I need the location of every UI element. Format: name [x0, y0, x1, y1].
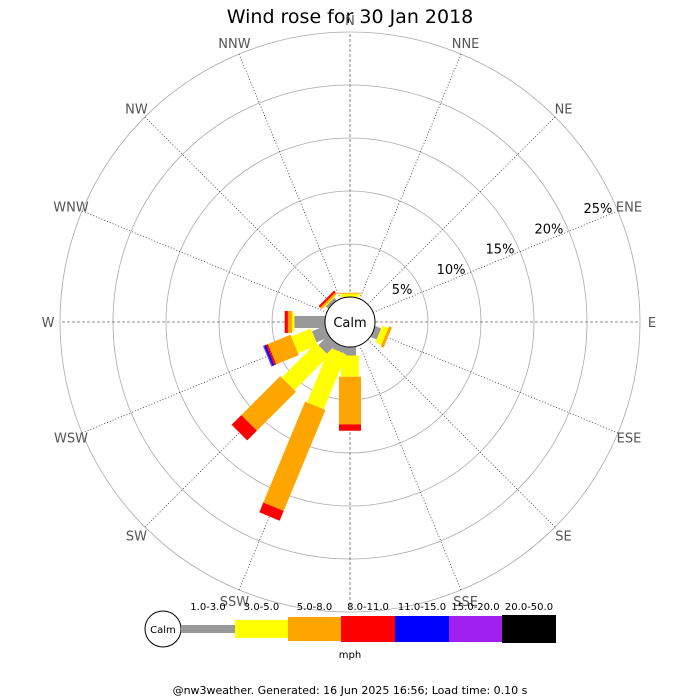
- bar-w-1.0-3.0: [294, 316, 325, 328]
- spoke-ese: [372, 331, 619, 434]
- percent-labels: 5% 10% 15% 20% 25%: [392, 202, 613, 298]
- percent-tick-label: 10%: [437, 263, 466, 278]
- direction-label-nnw: NNW: [218, 37, 250, 52]
- direction-label-sw: SW: [126, 530, 147, 545]
- legend-label-15.0-20.0: 15.0-20.0: [451, 602, 499, 613]
- bar-w-5.0-8.0: [287, 311, 293, 333]
- chart-title: Wind rose for 30 Jan 2018: [227, 6, 474, 28]
- bar-sw-5.0-8.0: [241, 376, 296, 431]
- spoke-nnw: [238, 53, 341, 300]
- legend-swatch-1.0-3.0: [181, 625, 235, 633]
- bar-ese-3.0-5.0: [375, 325, 389, 345]
- percent-tick-label: 5%: [392, 283, 413, 298]
- spoke-ene: [372, 210, 619, 313]
- legend-swatch-15.0-20.0: [449, 616, 502, 642]
- bar-w-3.0-5.0: [292, 313, 295, 331]
- bar-s-8.0-11.0: [339, 424, 361, 431]
- direction-label-e: E: [648, 316, 656, 331]
- bar-wsw-1.0-3.0: [311, 326, 330, 343]
- speed-legend: Calm 1.0-3.0 3.0-5.0 5.0-8.0 8.0-11.0 11.0-15…: [144, 602, 556, 661]
- direction-label-n: N: [345, 14, 355, 29]
- legend-label-20.0-50.0: 20.0-50.0: [505, 602, 553, 613]
- grid-ring: [59, 31, 641, 613]
- direction-label-se: SE: [555, 530, 571, 545]
- legend-swatch-20.0-50.0: [502, 615, 556, 643]
- direction-label-ne: NE: [555, 102, 573, 117]
- legend-calm-label: Calm: [150, 625, 176, 636]
- footer-text: @nw3weather. Generated: 16 Jun 2025 16:5…: [173, 684, 528, 697]
- direction-label-ssw: SSW: [220, 595, 250, 610]
- bar-wsw-8.0-11.0: [265, 344, 277, 366]
- bar-wsw-5.0-8.0: [267, 334, 299, 365]
- direction-label-w: W: [42, 316, 55, 331]
- legend-swatch-3.0-5.0: [235, 620, 288, 638]
- bar-ssw-8.0-11.0: [259, 502, 284, 521]
- bar-nw-8.0-11.0: [318, 290, 336, 308]
- bar-wsw-11.0-15.0: [263, 344, 275, 367]
- spoke-nw: [144, 116, 333, 305]
- direction-label-nne: NNE: [452, 37, 480, 52]
- spoke-sse: [359, 344, 462, 591]
- percent-tick-label: 15%: [486, 243, 515, 258]
- legend-label-8.0-11.0: 8.0-11.0: [347, 602, 389, 613]
- direction-labels: NNNENEENEEESESESSESSSWSWWSWWWNWNWNNW: [42, 14, 657, 633]
- bar-sw-8.0-11.0: [231, 415, 257, 441]
- bar-n-5.0-8.0: [339, 292, 361, 294]
- bar-sw-3.0-5.0: [281, 343, 329, 391]
- bar-nw-1.0-3.0: [325, 297, 337, 309]
- bar-ese-5.0-8.0: [380, 326, 392, 348]
- legend-swatch-8.0-11.0: [341, 616, 395, 642]
- percent-tick-label: 25%: [583, 202, 612, 217]
- spoke-se: [367, 339, 556, 528]
- direction-label-wnw: WNW: [53, 200, 89, 215]
- bar-ssw-1.0-3.0: [332, 342, 346, 354]
- bar-s-1.0-3.0: [344, 347, 356, 356]
- bar-nw-3.0-5.0: [323, 295, 337, 309]
- direction-label-ene: ENE: [616, 200, 642, 215]
- direction-label-ese: ESE: [617, 432, 642, 447]
- direction-label-nw: NW: [125, 102, 148, 117]
- legend-swatch-5.0-8.0: [288, 617, 341, 641]
- legend-label-11.0-15.0: 11.0-15.0: [398, 602, 446, 613]
- direction-label-wsw: WSW: [54, 432, 88, 447]
- legend-swatch-11.0-15.0: [395, 616, 449, 642]
- spoke-ne: [367, 116, 556, 305]
- wind-bars: [231, 290, 392, 521]
- legend-unit: mph: [339, 650, 361, 661]
- percent-tick-label: 20%: [535, 222, 564, 237]
- bar-s-3.0-5.0: [341, 355, 359, 377]
- bar-ese-1.0-3.0: [370, 326, 382, 340]
- spoke-nne: [359, 53, 462, 300]
- spoke-wnw: [81, 210, 328, 313]
- bar-wsw-3.0-5.0: [291, 328, 318, 354]
- spoke-wsw: [81, 331, 328, 434]
- legend-label-3.0-5.0: 3.0-5.0: [244, 602, 279, 613]
- direction-label-sse: SSE: [453, 595, 478, 610]
- calm-center: Calm: [324, 296, 376, 348]
- grid-ring: [165, 137, 535, 507]
- legend-label-1.0-3.0: 1.0-3.0: [190, 602, 225, 613]
- bar-w-8.0-11.0: [284, 311, 288, 333]
- bar-ssw-3.0-5.0: [307, 347, 347, 410]
- calm-label: Calm: [333, 316, 366, 331]
- bar-n-3.0-5.0: [341, 293, 359, 297]
- bar-s-5.0-8.0: [339, 376, 361, 425]
- bar-wsw-15.0-20.0: [263, 345, 273, 367]
- bar-nw-5.0-8.0: [320, 292, 338, 310]
- spoke-sw: [144, 339, 333, 528]
- legend-label-5.0-8.0: 5.0-8.0: [297, 602, 332, 613]
- bar-ssw-5.0-8.0: [263, 401, 326, 511]
- calm-circle: [324, 296, 376, 348]
